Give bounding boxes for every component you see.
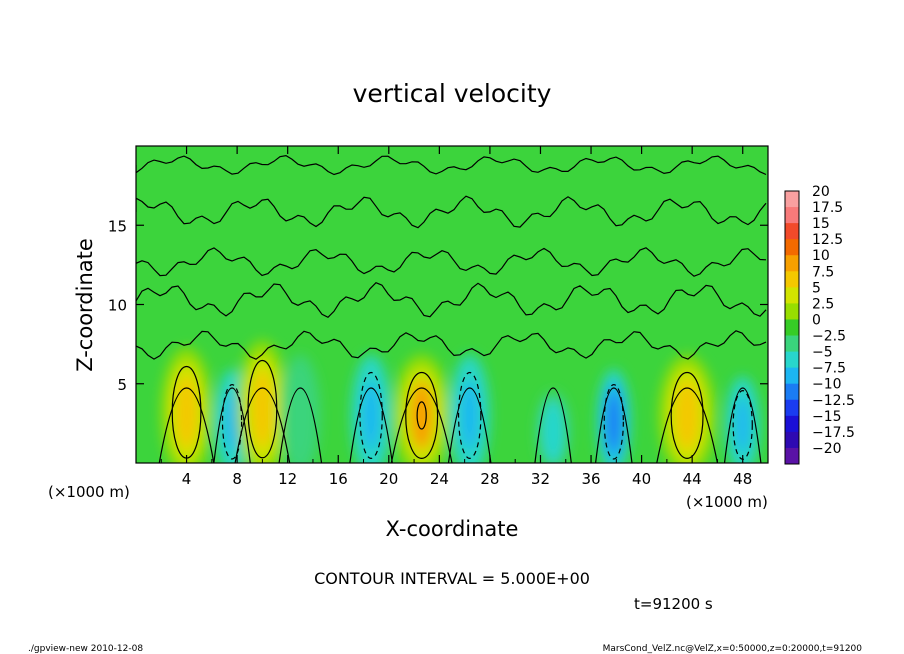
x-tick-label: 36 xyxy=(581,470,600,488)
y-tick-label: 15 xyxy=(108,217,127,235)
y-tick-label: 10 xyxy=(108,297,127,315)
contour-line xyxy=(136,330,767,360)
colorbar-swatch xyxy=(785,303,799,320)
contour-line xyxy=(457,371,482,459)
contour-line xyxy=(603,383,624,460)
heatmap-cell-core xyxy=(546,408,560,454)
colorbar-label: −2.5 xyxy=(812,329,846,345)
heatmap-cell-core xyxy=(176,376,197,449)
colorbar-swatch xyxy=(785,271,799,288)
x-tick-label: 40 xyxy=(632,470,651,488)
colorbar-swatch xyxy=(785,223,799,240)
colorbar-swatch xyxy=(785,207,799,224)
colorbar-label: 17.5 xyxy=(812,200,843,216)
colorbar-label: 2.5 xyxy=(812,296,834,312)
colorbar-label: 7.5 xyxy=(812,264,834,280)
colorbar: 2017.51512.5107.552.50−2.5−5−7.5−10−12.5… xyxy=(784,184,855,465)
contour-line xyxy=(136,154,767,176)
contour-line xyxy=(278,387,323,463)
footer-left: ./gpview-new 2010-12-08 xyxy=(28,644,143,654)
colorbar-label: −10 xyxy=(812,377,842,393)
heatmap-cell-core xyxy=(363,381,380,450)
colorbar-swatch xyxy=(785,191,799,208)
x-tick-label: 16 xyxy=(329,470,348,488)
colorbar-frame xyxy=(784,190,800,465)
colorbar-label: 5 xyxy=(812,280,821,296)
colorbar-label: 0 xyxy=(812,312,821,328)
colorbar-swatch xyxy=(785,383,799,401)
colorbar-label: 12.5 xyxy=(812,232,843,248)
contour-line xyxy=(405,371,439,459)
x-unit-right: (×1000 m) xyxy=(686,493,768,511)
x-tick-label: 24 xyxy=(430,470,449,488)
contour-line xyxy=(390,387,453,463)
footer-right: MarsCond_VelZ.nc@VelZ,x=0:50000,z=0:2000… xyxy=(603,644,863,654)
colorbar-swatch xyxy=(785,431,799,449)
x-tick-label: 20 xyxy=(379,470,398,488)
colorbar-label: −5 xyxy=(812,345,833,361)
x-tick-label: 4 xyxy=(182,470,192,488)
colorbar-label: −17.5 xyxy=(812,425,855,441)
contour-line xyxy=(213,387,251,463)
colorbar-swatch xyxy=(785,255,799,272)
contour-line xyxy=(656,387,719,463)
heatmap-cell-core xyxy=(675,381,699,450)
contour-line xyxy=(158,387,215,463)
heatmap-cell-core xyxy=(225,392,239,452)
colorbar-swatch xyxy=(785,447,799,465)
contour-line xyxy=(136,281,767,319)
colorbar-swatch xyxy=(785,335,799,352)
colorbar-label: −12.5 xyxy=(812,393,855,409)
x-tick-label: 12 xyxy=(278,470,297,488)
contour-line xyxy=(136,247,767,277)
contour-interval-text: CONTOUR INTERVAL = 5.000E+00 xyxy=(314,569,590,588)
colorbar-label: 15 xyxy=(812,216,830,232)
contour-line xyxy=(136,195,767,229)
contour-line xyxy=(670,371,704,459)
contour-line xyxy=(594,387,633,463)
contour-line xyxy=(234,387,291,463)
heatmap-cell-core xyxy=(735,397,750,453)
y-axis-label: Z-coordinate xyxy=(73,238,97,372)
colorbar-swatch xyxy=(785,415,799,433)
x-tick-label: 32 xyxy=(531,470,550,488)
colorbar-label: 20 xyxy=(812,184,830,200)
time-text: t=91200 s xyxy=(634,595,713,613)
colorbar-swatch xyxy=(785,287,799,304)
colorbar-label: −7.5 xyxy=(812,361,846,377)
contour-line xyxy=(447,387,492,463)
colorbar-swatch xyxy=(785,319,799,336)
colorbar-swatch xyxy=(785,367,799,385)
x-axis-label: X-coordinate xyxy=(386,517,519,541)
contour-line xyxy=(349,387,393,463)
chart-title: vertical velocity xyxy=(353,79,552,108)
heatmap-cell-core xyxy=(410,381,434,450)
contour-line xyxy=(416,401,427,430)
x-tick-label: 48 xyxy=(733,470,752,488)
heatmap-cell-core xyxy=(292,381,309,450)
colorbar-label: −20 xyxy=(812,441,842,457)
heatmap-cell-core xyxy=(606,392,621,452)
colorbar-swatch xyxy=(785,351,799,369)
contour-line xyxy=(723,387,762,463)
x-tick-label: 44 xyxy=(683,470,702,488)
colorbar-label: −15 xyxy=(812,409,842,425)
colorbar-label: 10 xyxy=(812,248,830,264)
heatmap-cell-core xyxy=(461,381,478,450)
contour-line xyxy=(534,387,572,463)
x-unit-left: (×1000 m) xyxy=(48,483,130,501)
contour-line xyxy=(221,383,243,460)
contour-line xyxy=(359,371,383,459)
colorbar-swatch xyxy=(785,399,799,417)
heatmap-cell-core xyxy=(252,370,273,448)
y-tick-label: 5 xyxy=(117,376,127,394)
x-tick-label: 8 xyxy=(232,470,242,488)
x-tick-label: 28 xyxy=(480,470,499,488)
colorbar-swatch xyxy=(785,239,799,256)
